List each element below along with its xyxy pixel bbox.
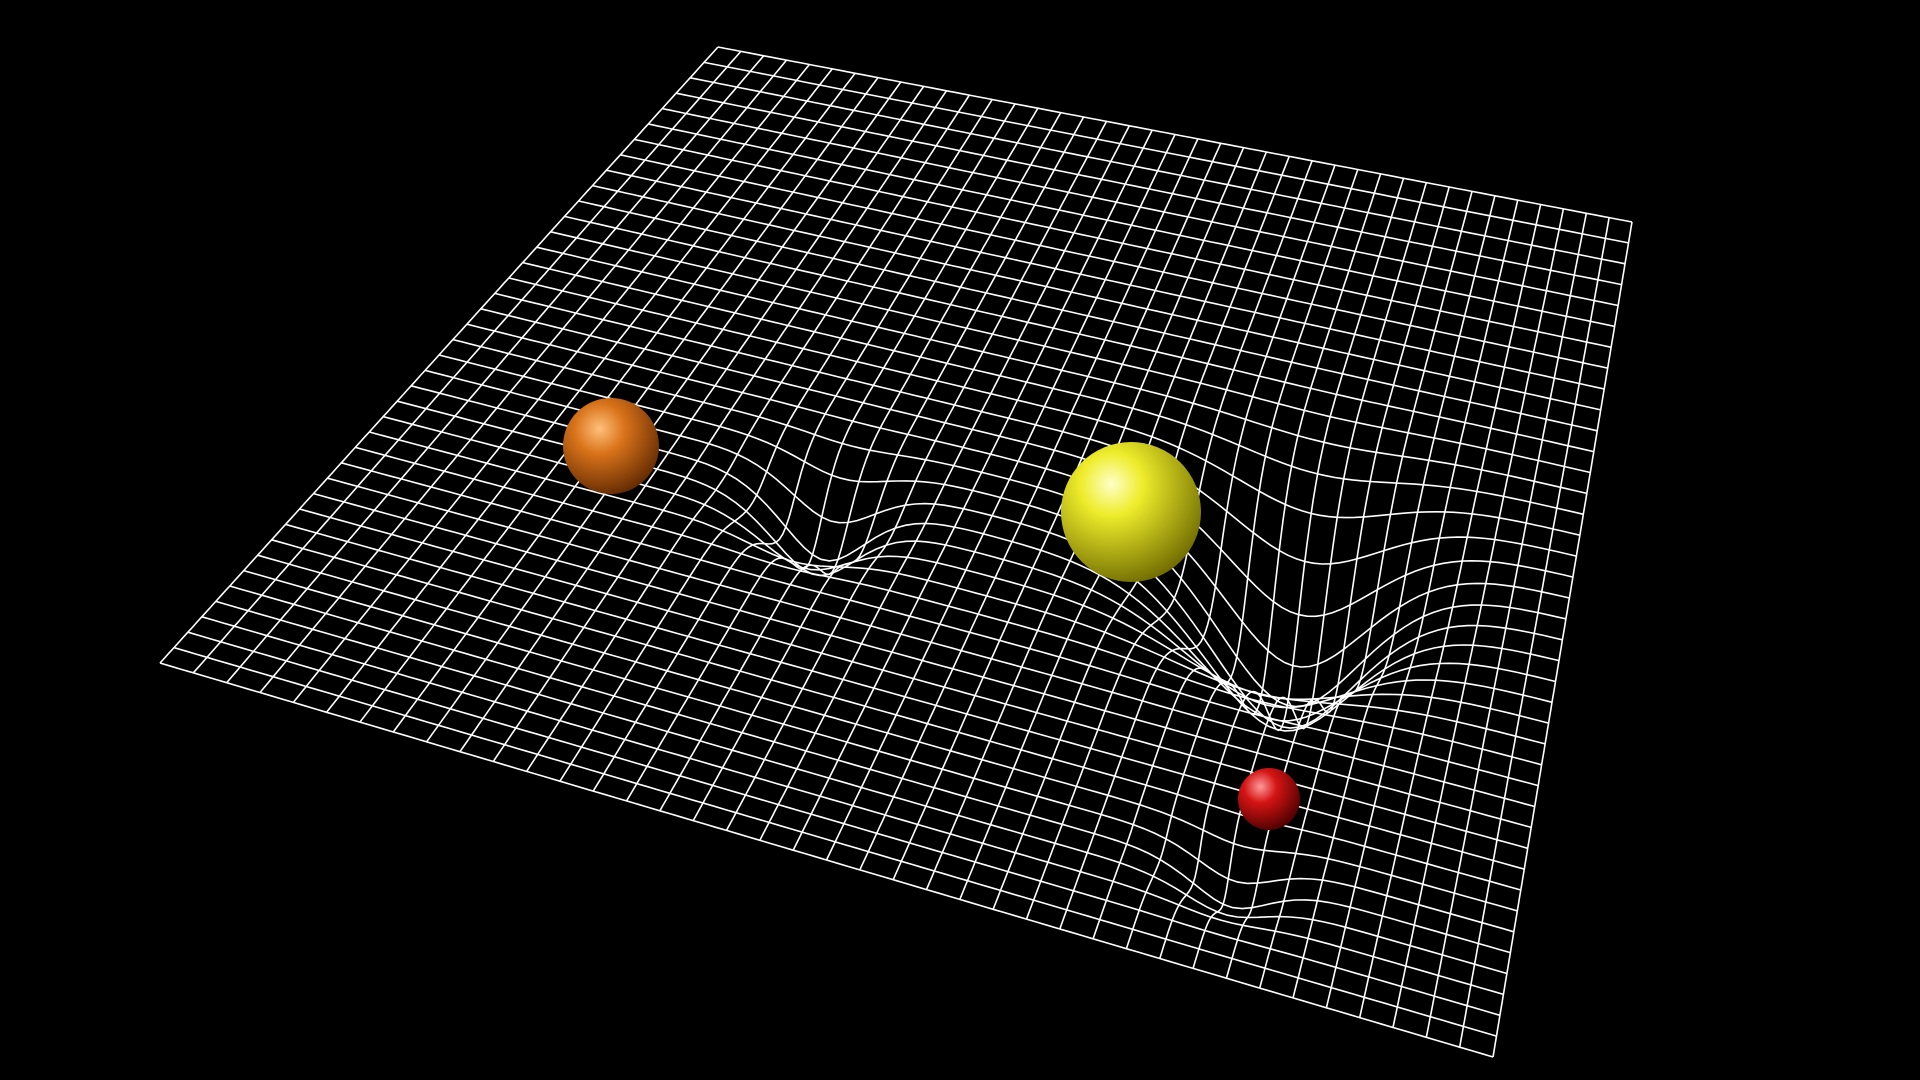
grid-line-v-31	[285, 523, 1525, 870]
grid-line-v-37	[201, 616, 1504, 996]
yellow-sphere	[1061, 442, 1201, 582]
grid-line-v-29	[313, 492, 1532, 829]
grid-line-v-26	[355, 446, 1542, 766]
grid-line-v-4	[662, 107, 1619, 307]
grid-line-v-25	[369, 431, 1546, 745]
grid-line-v-16	[494, 292, 1577, 565]
grid-line-v-0	[717, 46, 1633, 223]
grid-line-v-7	[620, 154, 1608, 369]
grid-line-v-36	[215, 600, 1508, 975]
grid-line-v-34	[243, 569, 1515, 933]
grid-line-v-15	[508, 277, 1581, 536]
grid-line-v-17	[480, 308, 1574, 618]
grid-line-v-3	[675, 92, 1622, 286]
grid-line-v-35	[229, 585, 1511, 954]
orange-sphere	[563, 398, 659, 494]
grid-line-v-13	[536, 246, 1587, 495]
grid-line-v-33	[257, 554, 1518, 912]
grid-line-v-8	[606, 169, 1605, 390]
grid-line-v-18	[466, 323, 1570, 668]
mass-spheres	[563, 398, 1300, 830]
grid-line-v-27	[341, 462, 1539, 787]
spacetime-grid-mesh	[159, 46, 1633, 1058]
grid-line-v-10	[578, 200, 1598, 432]
grid-line-v-5	[648, 123, 1615, 328]
grid-line-v-2	[689, 77, 1626, 265]
grid-line-v-9	[592, 184, 1601, 411]
grid-line-v-30	[299, 508, 1528, 850]
grid-line-v-6	[634, 138, 1612, 349]
red-sphere	[1238, 768, 1300, 830]
grid-line-v-39	[173, 646, 1497, 1037]
grid-line-v-28	[327, 477, 1535, 808]
grid-line-v-12	[550, 231, 1591, 474]
grid-line-v-1	[703, 61, 1629, 244]
grid-line-v-40	[159, 662, 1494, 1058]
grid-line-v-19	[452, 338, 1567, 708]
grid-line-v-14	[522, 261, 1584, 516]
grid-line-v-38	[187, 631, 1501, 1017]
grid-line-v-11	[564, 215, 1594, 453]
grid-line-v-32	[271, 539, 1522, 891]
